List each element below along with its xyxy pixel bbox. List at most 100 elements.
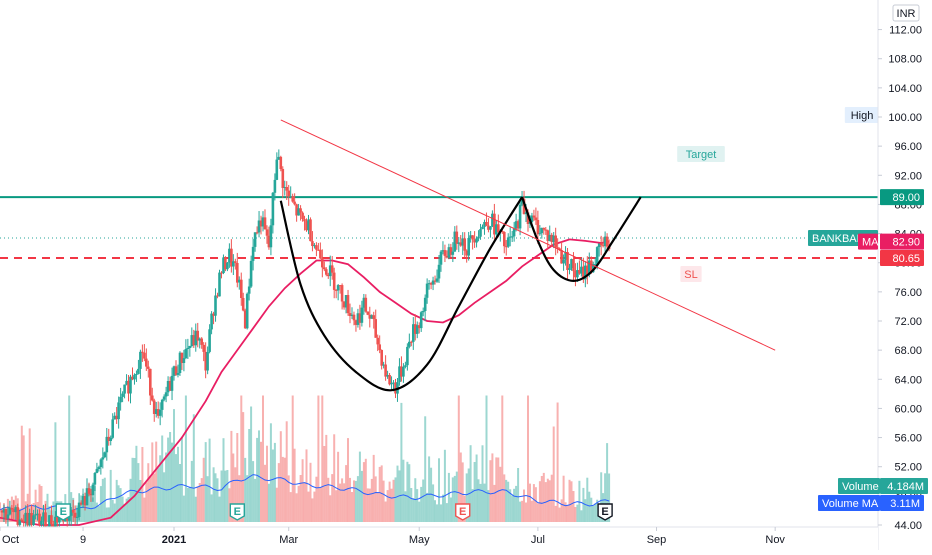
candle xyxy=(336,283,340,301)
candle xyxy=(548,225,551,242)
candle xyxy=(435,269,439,283)
candle-body xyxy=(113,415,116,420)
candle-body xyxy=(143,352,146,359)
volume-bar xyxy=(68,395,71,522)
earnings-marker-label: E xyxy=(60,506,67,518)
volume-bar xyxy=(311,498,314,522)
candle-body xyxy=(392,382,395,384)
candle xyxy=(243,308,247,329)
volume-bar xyxy=(558,507,561,522)
volume-bar xyxy=(438,458,440,522)
y-tick-label: 108.00 xyxy=(888,54,922,66)
volume-bar xyxy=(317,395,320,522)
candle-body xyxy=(81,496,85,505)
candle-body xyxy=(412,324,415,342)
time-axis[interactable]: Oct 9 2021 Mar May Jul Sep Nov xyxy=(0,526,878,550)
volume-bar xyxy=(351,492,353,522)
price-axis-bg xyxy=(878,0,932,550)
candle xyxy=(279,155,283,172)
candle-body xyxy=(210,313,213,330)
volume-bar xyxy=(145,482,148,522)
candle-body xyxy=(48,515,51,528)
candle-body xyxy=(125,380,128,385)
volume-bar xyxy=(345,465,348,522)
candle-body xyxy=(20,519,24,521)
volume-bar xyxy=(554,505,557,522)
volume-bar xyxy=(574,507,577,522)
volume-bar xyxy=(594,503,597,522)
volume-bar xyxy=(260,441,262,522)
candle-body xyxy=(279,156,283,169)
volume-bar xyxy=(115,479,118,522)
candle-body xyxy=(406,346,409,366)
candle-body xyxy=(69,509,73,516)
candle xyxy=(485,212,488,227)
ma-line xyxy=(0,238,610,526)
candle xyxy=(404,361,407,369)
candle-body xyxy=(471,235,474,240)
candle-body xyxy=(16,507,20,525)
ma-name-tag: MA xyxy=(858,233,879,250)
candle xyxy=(190,327,194,348)
candle xyxy=(105,427,109,461)
volume-bar xyxy=(422,479,425,522)
candle-body xyxy=(489,226,492,230)
candle-body xyxy=(79,502,83,505)
candle-body xyxy=(605,236,609,247)
volume-bar xyxy=(143,497,146,522)
candle xyxy=(445,250,449,259)
candle xyxy=(425,278,429,304)
volume-bar xyxy=(271,449,274,522)
candle xyxy=(439,250,443,272)
candle-body xyxy=(588,260,591,275)
candle-body xyxy=(14,507,18,513)
candle xyxy=(22,514,25,529)
candle xyxy=(469,230,472,243)
candle xyxy=(160,398,164,418)
candle xyxy=(301,211,304,222)
volume-bar xyxy=(97,505,100,522)
candle xyxy=(224,256,227,272)
candle-body xyxy=(293,201,296,205)
candle-body xyxy=(271,192,275,226)
target-label-bg xyxy=(677,146,725,162)
candle-body xyxy=(419,312,423,329)
candle xyxy=(152,398,156,422)
candle-body xyxy=(44,512,47,530)
candle-body xyxy=(184,349,188,359)
volume-bar xyxy=(534,487,537,522)
candle xyxy=(218,269,221,297)
candle xyxy=(156,401,160,419)
volume-bar xyxy=(214,473,217,522)
candle xyxy=(194,323,198,352)
candle-body xyxy=(317,249,320,251)
candle-body xyxy=(366,311,370,315)
volume-bar xyxy=(22,435,25,522)
price-axis[interactable]: INR112.00108.00104.00100.0096.0092.0088.… xyxy=(877,0,932,550)
candle-body xyxy=(18,519,22,525)
candle xyxy=(398,358,401,386)
candle-body xyxy=(32,515,35,525)
candle xyxy=(451,242,455,263)
volume-bar xyxy=(430,467,433,522)
candle-body xyxy=(249,260,253,287)
candle-body xyxy=(510,236,514,238)
candle-body xyxy=(546,230,550,241)
volume-bar xyxy=(267,483,270,522)
candle xyxy=(376,334,379,352)
candle xyxy=(315,242,318,257)
candle-body xyxy=(176,373,180,375)
volume-bar xyxy=(198,483,201,522)
volume-bar xyxy=(572,491,575,522)
resistance-price-tag-bg xyxy=(880,189,924,206)
volume-bar xyxy=(451,477,454,522)
support-price-tag-text: 80.65 xyxy=(892,253,920,265)
candle xyxy=(433,275,437,285)
volume-ma-line xyxy=(0,474,610,512)
earnings-marker-shape xyxy=(597,503,613,521)
volume-name-tag-text: Volume xyxy=(842,481,879,493)
volume-bar xyxy=(515,485,518,522)
candle-body xyxy=(415,325,419,334)
